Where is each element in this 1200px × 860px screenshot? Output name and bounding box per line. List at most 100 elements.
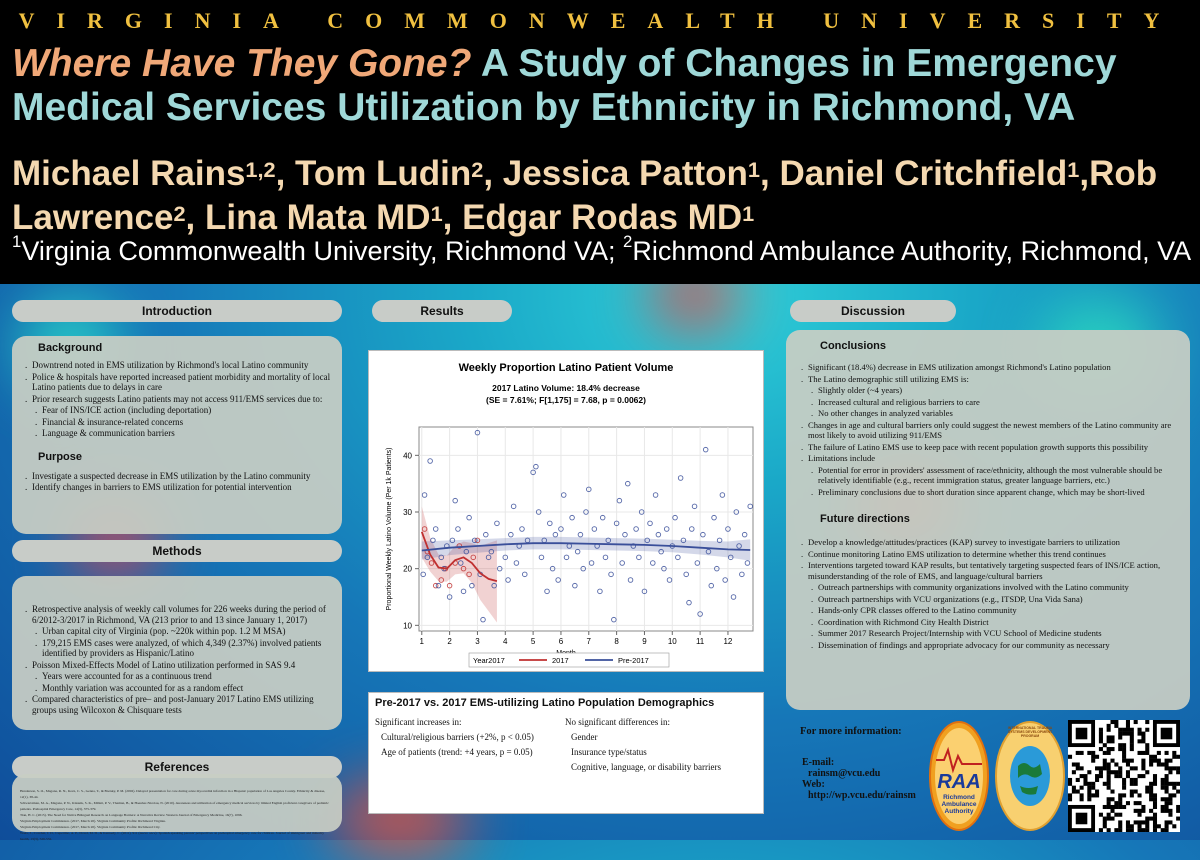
data-point: [466, 571, 472, 578]
qr-module: [1133, 766, 1138, 771]
qr-module: [1137, 808, 1142, 813]
methods-item: Retrospective analysis of weekly call vo…: [25, 604, 332, 625]
qr-module: [1095, 777, 1100, 782]
data-point: [519, 526, 525, 532]
data-point: [505, 577, 511, 583]
future-item: Coordination with Richmond City Health D…: [808, 617, 1178, 628]
qr-module: [1176, 766, 1181, 771]
background-item: Prior research suggests Latino patients …: [25, 394, 332, 405]
data-point: [583, 509, 589, 515]
qr-module: [1152, 781, 1158, 786]
x-tick-label: 2: [447, 637, 452, 646]
qr-module: [1156, 750, 1161, 755]
data-point: [625, 480, 631, 487]
qr-module: [1102, 804, 1107, 810]
qr-module: [1141, 750, 1146, 755]
qr-module: [1152, 777, 1158, 782]
significant-list: Cultural/religious barriers (+2%, p < 0.…: [375, 732, 565, 757]
qr-module: [1160, 804, 1165, 810]
web-link[interactable]: http://wp.vcu.edu/rainsm: [808, 790, 916, 801]
qr-module: [1164, 797, 1169, 802]
qr-module: [1110, 735, 1115, 740]
qr-module: [1118, 770, 1123, 775]
qr-module: [1129, 766, 1134, 771]
data-point: [469, 582, 475, 589]
purpose-list: Investigate a suspected decrease in EMS …: [22, 471, 332, 493]
qr-module: [1129, 747, 1134, 752]
qr-module: [1125, 723, 1130, 728]
qr-module: [1176, 789, 1181, 794]
qr-module: [1106, 747, 1111, 752]
data-point: [597, 588, 603, 595]
data-point: [502, 554, 509, 561]
qr-module: [1102, 750, 1107, 755]
qr-module: [1102, 816, 1107, 821]
data-point: [510, 503, 517, 510]
qr-module: [1118, 727, 1123, 732]
qr-module: [1141, 766, 1146, 771]
references-header: References: [12, 756, 342, 778]
data-point: [446, 594, 453, 600]
data-point: [538, 554, 545, 561]
qr-module: [1133, 720, 1138, 725]
data-point: [552, 531, 559, 538]
author-name: Jessica Patton: [502, 154, 748, 193]
qr-module: [1145, 824, 1150, 829]
author-separator: ,: [483, 154, 503, 193]
methods-header: Methods: [12, 540, 342, 562]
qr-module: [1122, 781, 1127, 786]
qr-code[interactable]: [1068, 720, 1181, 833]
x-tick-label: 10: [668, 637, 677, 646]
nonsignificant-item: Cognitive, language, or disability barri…: [571, 762, 721, 772]
qr-module: [1071, 785, 1076, 790]
data-point: [430, 537, 436, 544]
data-point: [627, 577, 634, 583]
qr-module: [1145, 816, 1150, 821]
qr-module: [1152, 820, 1158, 825]
qr-module: [1106, 797, 1111, 802]
conclusion-item: Significant (18.4%) decrease in EMS util…: [801, 362, 1178, 373]
qr-module: [1087, 785, 1092, 790]
scatter-chart: Weekly Proportion Latino Patient Volume 2…: [386, 362, 754, 668]
reference-item: Watts, J., Cowden, J. D., Cupertino, A. …: [20, 831, 325, 841]
qr-module: [1141, 758, 1146, 763]
qr-module: [1098, 727, 1103, 732]
conclusion-item: Changes in age and cultural barriers onl…: [801, 420, 1178, 441]
qr-module: [1141, 735, 1146, 740]
qr-finder: [1075, 812, 1088, 825]
email-link[interactable]: rainsm@vcu.edu: [808, 768, 881, 779]
qr-module: [1160, 762, 1165, 767]
qr-module: [1168, 797, 1173, 802]
nonsignificant-list: Gender Insurance type/status Cognitive, la…: [565, 732, 755, 772]
qr-module: [1145, 785, 1150, 790]
qr-module: [1098, 766, 1103, 771]
data-point: [474, 537, 481, 544]
x-tick-label: 6: [559, 637, 564, 646]
data-point: [672, 514, 678, 521]
qr-module: [1110, 816, 1115, 821]
qr-module: [1102, 820, 1107, 825]
data-point: [730, 594, 737, 600]
demographics-left: Significant increases in: Cultural/relig…: [375, 717, 565, 777]
reference-item: Virginia Employment Commission. (2017, M…: [20, 825, 161, 829]
background-item: Language & communication barriers: [32, 428, 332, 439]
qr-module: [1164, 785, 1169, 790]
affiliations: 1Virginia Commonwealth University, Richm…: [12, 232, 1192, 267]
poster-header: VIRGINIA COMMONWEALTH UNIVERSITY Where H…: [0, 0, 1200, 284]
data-point: [533, 463, 539, 470]
data-point: [663, 526, 670, 532]
reference-item: Virginia Employment Commission. (2017, M…: [20, 819, 166, 823]
data-point: [488, 548, 495, 555]
title-italic: Where Have They Gone?: [12, 42, 472, 85]
future-list: Develop a knowledge/attitudes/practices …: [798, 537, 1178, 650]
author-name: Edgar Rodas MD: [462, 198, 743, 237]
qr-module: [1106, 735, 1111, 740]
future-item: Summer 2017 Research Project/Internship …: [808, 628, 1178, 639]
qr-module: [1087, 789, 1092, 794]
qr-module: [1106, 727, 1111, 732]
methods-item: Poisson Mixed-Effects Model of Latino ut…: [25, 660, 332, 671]
author-separator: ,: [1079, 154, 1090, 193]
qr-module: [1164, 781, 1169, 786]
qr-module: [1068, 754, 1073, 759]
data-point: [460, 588, 467, 595]
